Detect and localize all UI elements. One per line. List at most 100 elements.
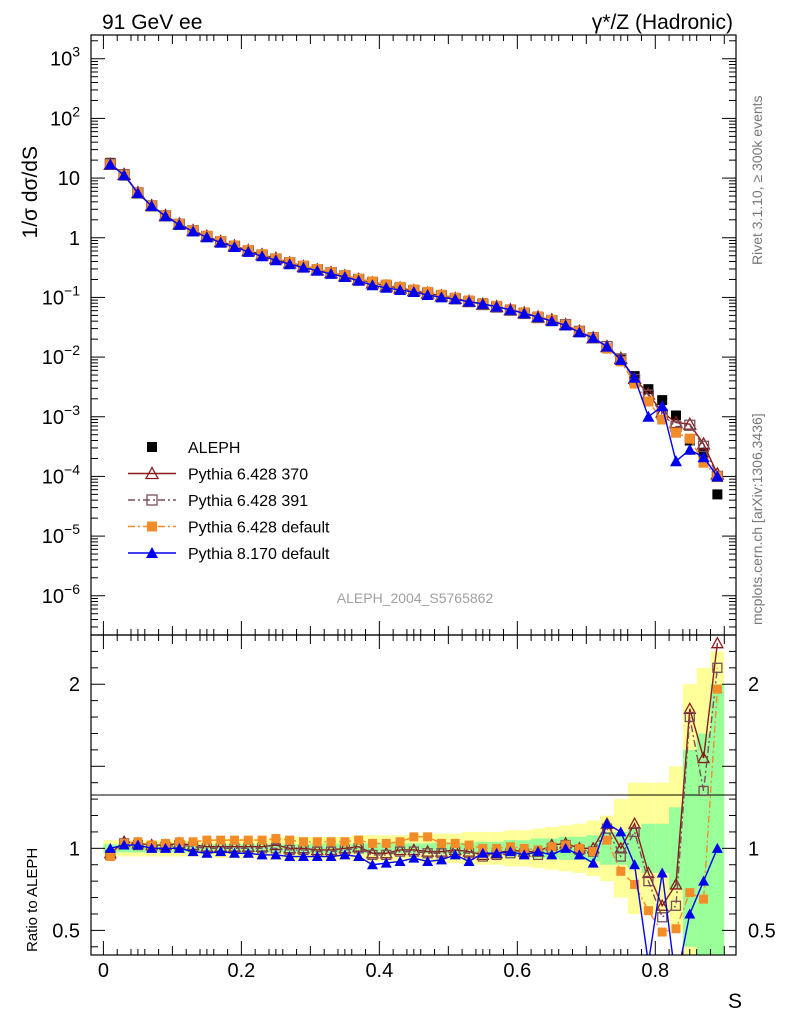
ratio-data-point <box>547 842 557 852</box>
ratio-data-point <box>187 846 199 857</box>
ratio-y-axis-title: Ratio to ALEPH <box>24 848 41 952</box>
data-point <box>187 225 200 237</box>
legend-marker <box>146 547 158 558</box>
data-point <box>698 457 709 468</box>
legend-label: Pythia 6.428 default <box>188 520 330 537</box>
x-tick-label: 0.8 <box>641 960 669 982</box>
ratio-data-point <box>616 866 626 876</box>
uncertainty-band-stat <box>310 843 325 854</box>
legend: ALEPH Pythia 6.428 370 Pythia 6.428 391 Pyt… <box>128 440 330 563</box>
data-point <box>256 250 269 262</box>
ratio-data-point <box>560 842 572 853</box>
ratio-y-tick-label-right: 1 <box>748 838 759 860</box>
ratio-series-pythia-8-170-default <box>104 818 723 987</box>
series-line <box>109 163 718 477</box>
data-point <box>670 427 681 438</box>
ratio-data-point <box>297 851 309 862</box>
ratio-data-point <box>257 835 267 845</box>
ratio-frame <box>90 634 737 956</box>
main-panel: ALEPH_2004_S5765862 10310210110−110−210−… <box>42 34 737 636</box>
ratio-data-point <box>699 894 709 904</box>
legend-item-pythia-6-428-391: Pythia 6.428 391 <box>128 493 308 510</box>
data-point <box>325 267 338 279</box>
data-point <box>532 310 545 322</box>
data-point <box>682 416 697 430</box>
data-point <box>435 291 448 303</box>
ratio-data-point <box>173 842 185 853</box>
ratio-ticks <box>91 634 736 955</box>
legend-item-pythia-6-428-default: Pythia 6.428 default <box>128 520 330 537</box>
series-pythia-6-428-370 <box>103 156 725 480</box>
ratio-data-point <box>450 838 460 848</box>
x-axis-title: S <box>728 990 742 1013</box>
ratio-data-point <box>546 849 558 860</box>
ratio-data-point <box>340 837 350 847</box>
y-tick-label: 10−6 <box>42 581 80 608</box>
ratio-data-point <box>256 849 268 860</box>
series-pythia-6-428-default <box>105 159 723 482</box>
ratio-y-tick-label-right: 0.5 <box>748 920 776 942</box>
ratio-data-point <box>519 843 529 853</box>
header-left-label: 91 GeV ee <box>102 11 202 34</box>
ratio-data-point <box>105 852 115 862</box>
uncertainty-band-stat <box>669 807 683 890</box>
ratio-data-point <box>367 838 377 848</box>
data-point <box>587 331 600 343</box>
ratio-data-point <box>216 835 226 845</box>
ratio-data-point <box>339 849 351 860</box>
x-tick-label: 0 <box>98 960 109 982</box>
ratio-data-point <box>573 849 585 860</box>
ratio-data-point <box>146 842 158 853</box>
ratio-data-point <box>395 837 405 847</box>
x-tick-label: 0.4 <box>365 960 393 982</box>
data-point <box>573 326 586 338</box>
data-point <box>145 200 158 212</box>
data-point <box>269 254 282 266</box>
ratio-data-point <box>228 847 240 858</box>
data-point <box>711 470 724 482</box>
main-ticks <box>91 35 736 635</box>
ratio-data-point <box>669 877 683 890</box>
ratio-data-point <box>629 859 641 870</box>
ratio-data-point <box>504 846 516 857</box>
main-frame <box>90 34 737 636</box>
ratio-data-point <box>643 876 654 887</box>
ratio-data-point <box>311 851 323 862</box>
ratio-data-point <box>436 838 446 848</box>
data-point <box>518 307 531 319</box>
ratio-data-point <box>118 839 130 850</box>
y-tick-label: 102 <box>50 103 80 130</box>
ratio-data-point <box>615 826 627 837</box>
data-point <box>656 400 669 412</box>
y-tick-label: 10−4 <box>42 461 80 488</box>
ratio-data-point <box>574 843 584 853</box>
ratio-data-point <box>449 849 461 860</box>
x-tick-label: 0.6 <box>503 960 531 982</box>
data-point <box>490 300 503 312</box>
data-point <box>173 218 186 230</box>
ratio-data-point <box>365 846 380 859</box>
ratio-data-point <box>670 977 681 987</box>
uncertainty-band-stat <box>696 733 711 955</box>
ratio-data-point <box>643 906 653 916</box>
ratio-y-tick-label: 1 <box>69 838 80 860</box>
watermark-label: ALEPH_2004_S5765862 <box>337 590 494 606</box>
legend-item-pythia-6-428-370: Pythia 6.428 370 <box>128 466 308 484</box>
ratio-data-point <box>684 908 696 919</box>
data-point <box>657 395 668 406</box>
ratio-data-point <box>393 843 407 856</box>
data-point <box>228 240 241 252</box>
ratio-data-point <box>435 854 447 865</box>
uncertainty-band-stat <box>324 843 338 854</box>
data-point <box>200 231 213 243</box>
ratio-data-point <box>710 636 724 649</box>
y-tick-label: 10 <box>58 168 80 190</box>
x-tick-label: 0.2 <box>227 960 255 982</box>
header-right-label: γ*/Z (Hadronic) <box>592 11 733 34</box>
ratio-data-point <box>614 841 628 854</box>
ratio-data-point <box>408 852 420 863</box>
ratio-data-point <box>696 751 711 764</box>
ratio-data-point <box>671 924 681 934</box>
ratio-data-point <box>655 898 669 911</box>
data-point <box>407 286 420 298</box>
